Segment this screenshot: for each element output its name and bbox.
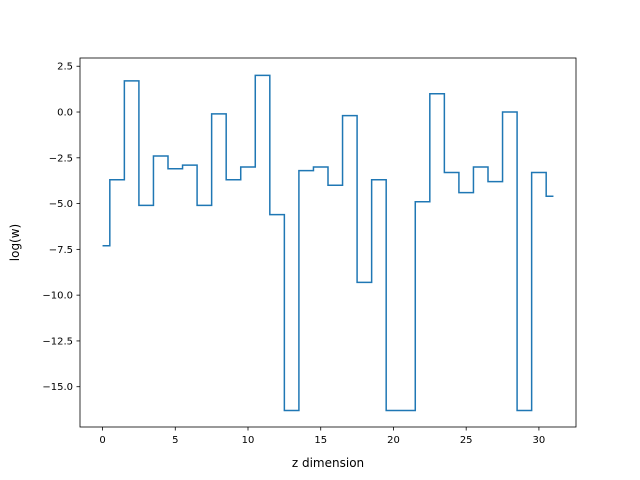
- y-tick-label: 0.0: [57, 108, 73, 119]
- x-axis-label: z dimension: [292, 456, 364, 470]
- y-axis: 2.5 0.0 −2.5 −5.0 −7.5 −10.0 −12.5 −15.0: [42, 62, 80, 393]
- x-tick-label: 30: [533, 435, 546, 446]
- y-tick-label: 2.5: [57, 62, 73, 73]
- x-tick-label: 15: [314, 435, 327, 446]
- y-tick-label: −12.5: [42, 336, 73, 347]
- y-tick-label: −15.0: [42, 382, 73, 393]
- x-tick-label: 20: [387, 435, 400, 446]
- y-tick-label: −7.5: [49, 245, 73, 256]
- y-axis-label: log(w): [8, 224, 22, 261]
- y-tick-label: −2.5: [49, 153, 73, 164]
- axes-frame: [79, 57, 577, 428]
- series-line: [102, 74, 554, 412]
- x-axis: 0 5 10 15 20 25 30: [99, 427, 545, 446]
- plot-area: [79, 57, 577, 428]
- x-tick-label: 25: [460, 435, 473, 446]
- x-tick-label: 5: [172, 435, 178, 446]
- x-tick-label: 0: [99, 435, 105, 446]
- y-tick-label: −5.0: [49, 199, 73, 210]
- y-tick-label: −10.0: [42, 291, 73, 302]
- x-tick-label: 10: [242, 435, 255, 446]
